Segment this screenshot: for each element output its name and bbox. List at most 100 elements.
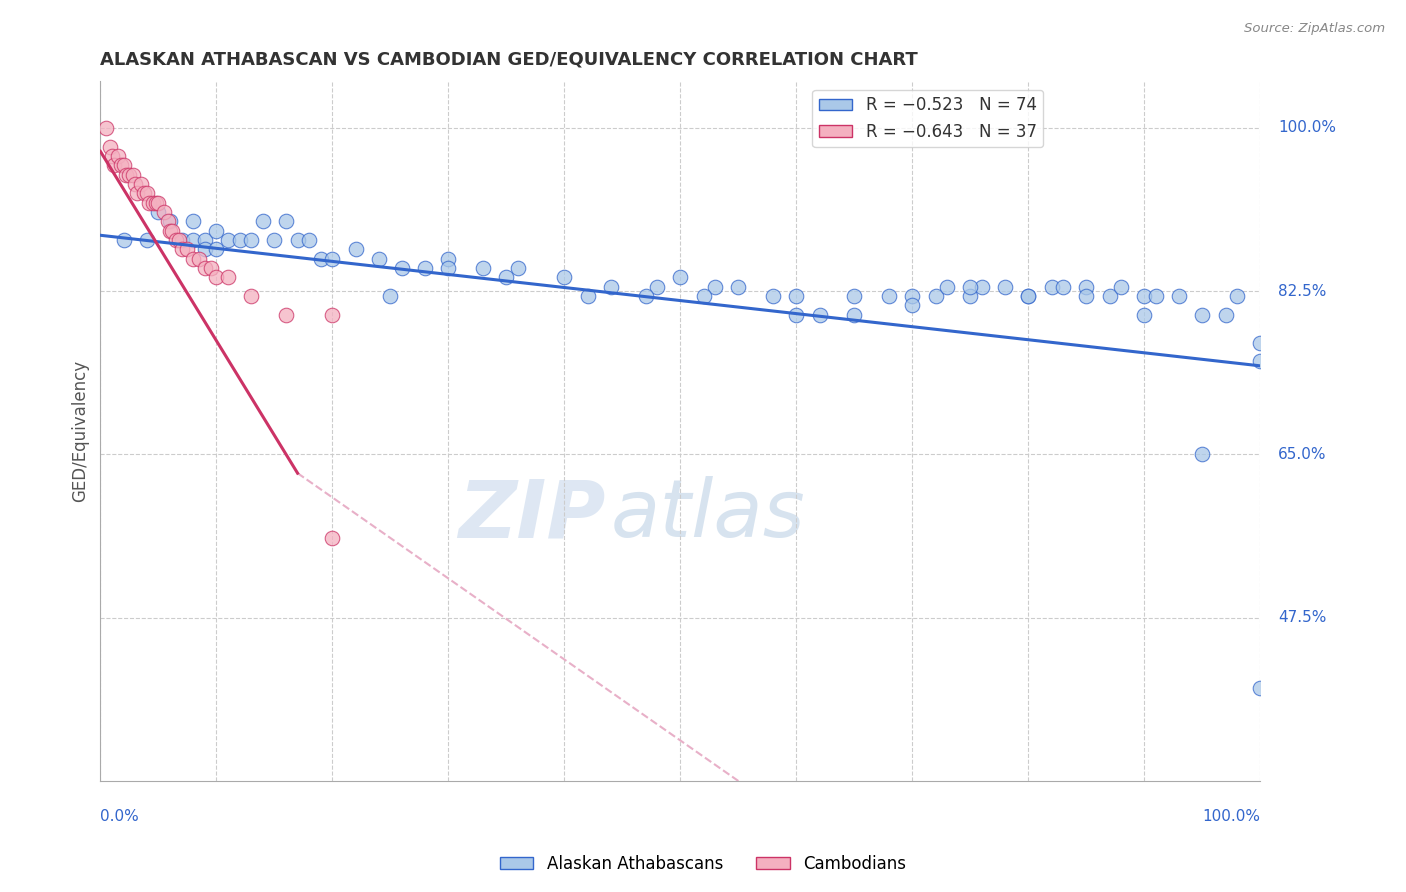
Point	[115, 168, 138, 182]
Point	[134, 186, 156, 201]
Point	[1249, 354, 1271, 368]
Point	[156, 214, 179, 228]
Point	[762, 289, 785, 303]
Point	[1109, 279, 1132, 293]
Point	[901, 298, 924, 312]
Point	[1144, 289, 1167, 303]
Point	[148, 205, 170, 219]
Point	[118, 168, 141, 182]
Point	[170, 242, 193, 256]
Point	[669, 270, 692, 285]
Point	[124, 177, 146, 191]
Point	[181, 252, 204, 266]
Point	[142, 195, 165, 210]
Point	[162, 224, 184, 238]
Point	[228, 233, 250, 247]
Point	[274, 308, 297, 322]
Point	[576, 289, 599, 303]
Point	[263, 233, 285, 247]
Point	[1249, 335, 1271, 350]
Point	[704, 279, 727, 293]
Point	[553, 270, 575, 285]
Point	[94, 120, 117, 135]
Point	[135, 233, 157, 247]
Point	[599, 279, 621, 293]
Point	[970, 279, 993, 293]
Point	[901, 289, 924, 303]
Point	[309, 252, 332, 266]
Point	[194, 233, 217, 247]
Point	[321, 308, 343, 322]
Point	[692, 289, 714, 303]
Point	[200, 260, 222, 275]
Point	[129, 177, 152, 191]
Point	[138, 195, 160, 210]
Point	[112, 158, 135, 172]
Point	[413, 260, 436, 275]
Point	[1191, 448, 1213, 462]
Point	[1249, 681, 1271, 695]
Point	[1017, 289, 1039, 303]
Point	[321, 532, 343, 546]
Text: Source: ZipAtlas.com: Source: ZipAtlas.com	[1244, 22, 1385, 36]
Point	[181, 233, 204, 247]
Point	[167, 233, 190, 247]
Point	[240, 233, 263, 247]
Point	[121, 168, 143, 182]
Text: ZIP: ZIP	[457, 476, 605, 554]
Point	[1133, 289, 1156, 303]
Point	[437, 260, 460, 275]
Point	[727, 279, 749, 293]
Point	[437, 252, 460, 266]
Point	[1191, 308, 1213, 322]
Y-axis label: GED/Equivalency: GED/Equivalency	[72, 360, 89, 502]
Text: 47.5%: 47.5%	[1278, 610, 1326, 625]
Point	[877, 289, 900, 303]
Legend: Alaskan Athabascans, Cambodians: Alaskan Athabascans, Cambodians	[494, 848, 912, 880]
Point	[165, 233, 187, 247]
Point	[205, 224, 228, 238]
Point	[1133, 308, 1156, 322]
Legend: R = −0.523   N = 74, R = −0.643   N = 37: R = −0.523 N = 74, R = −0.643 N = 37	[813, 90, 1043, 147]
Point	[844, 308, 866, 322]
Point	[98, 139, 121, 153]
Point	[844, 289, 866, 303]
Point	[959, 289, 981, 303]
Point	[159, 214, 181, 228]
Point	[110, 158, 132, 172]
Text: 100.0%: 100.0%	[1202, 809, 1260, 824]
Point	[145, 195, 167, 210]
Point	[634, 289, 657, 303]
Point	[936, 279, 959, 293]
Point	[1226, 289, 1249, 303]
Point	[181, 214, 204, 228]
Point	[645, 279, 668, 293]
Point	[194, 242, 217, 256]
Point	[170, 233, 193, 247]
Point	[1076, 289, 1098, 303]
Text: ALASKAN ATHABASCAN VS CAMBODIAN GED/EQUIVALENCY CORRELATION CHART: ALASKAN ATHABASCAN VS CAMBODIAN GED/EQUI…	[100, 51, 918, 69]
Text: 82.5%: 82.5%	[1278, 284, 1326, 299]
Point	[135, 186, 157, 201]
Text: atlas: atlas	[610, 476, 806, 554]
Point	[1168, 289, 1191, 303]
Point	[380, 289, 402, 303]
Point	[1076, 279, 1098, 293]
Point	[148, 195, 170, 210]
Point	[1040, 279, 1063, 293]
Point	[785, 289, 807, 303]
Point	[217, 270, 239, 285]
Point	[205, 242, 228, 256]
Point	[240, 289, 263, 303]
Point	[1017, 289, 1039, 303]
Point	[808, 308, 831, 322]
Point	[159, 224, 181, 238]
Point	[1098, 289, 1121, 303]
Point	[321, 252, 343, 266]
Point	[101, 149, 124, 163]
Point	[194, 260, 217, 275]
Point	[959, 279, 981, 293]
Point	[153, 205, 176, 219]
Point	[506, 260, 529, 275]
Point	[472, 260, 495, 275]
